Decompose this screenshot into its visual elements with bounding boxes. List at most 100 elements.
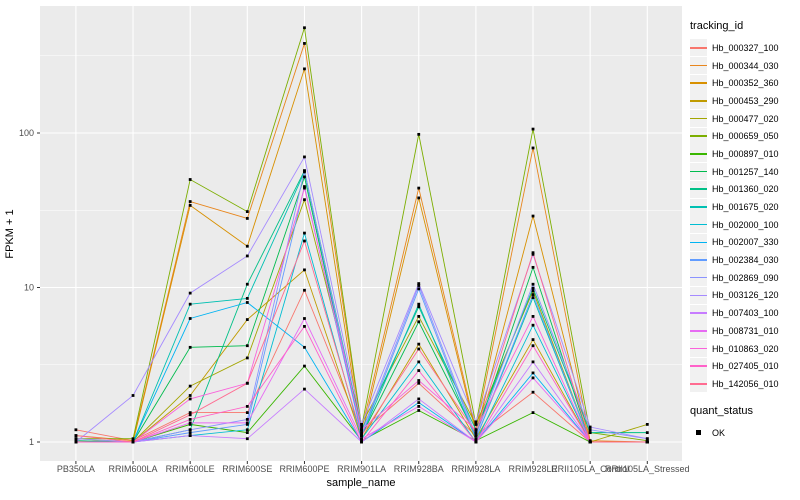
data-point — [245, 437, 249, 441]
data-point — [303, 288, 306, 292]
x-tick-label: RRIM928LE — [509, 464, 558, 474]
data-point — [360, 422, 363, 426]
data-point — [417, 369, 421, 372]
data-point — [188, 431, 192, 435]
legend-key-line-icon — [690, 375, 707, 393]
data-point — [74, 428, 78, 432]
data-point — [531, 360, 535, 364]
data-point — [245, 297, 249, 300]
data-point — [417, 342, 421, 346]
data-point — [188, 428, 192, 432]
x-axis-title: sample_name — [326, 477, 395, 489]
data-point — [474, 437, 478, 441]
data-point — [531, 390, 535, 394]
data-point — [188, 317, 192, 320]
data-point — [417, 360, 421, 364]
x-tick-label: RRIM600LA — [109, 464, 158, 474]
legend-item-label: Hb_000659_050 — [712, 131, 779, 142]
legend-key-line-icon — [690, 216, 707, 234]
data-point — [417, 196, 421, 200]
data-point — [474, 422, 478, 426]
legend-item: Hb_142056_010 — [690, 375, 798, 393]
data-point — [188, 302, 192, 306]
data-point — [531, 127, 535, 131]
data-point — [245, 422, 249, 426]
legend-item: Hb_000327_100 — [690, 39, 798, 57]
legend: tracking_id Hb_000327_100 Hb_000344_030 Hb… — [690, 20, 798, 441]
data-point — [188, 421, 192, 425]
legend-title-tracking-id: tracking_id — [690, 20, 744, 32]
data-point — [303, 387, 306, 391]
data-point — [531, 376, 535, 380]
data-point — [245, 411, 249, 414]
ok-square-icon — [690, 424, 707, 441]
data-point — [245, 244, 249, 248]
x-tick-label: RRIM928BA — [394, 464, 444, 474]
data-point — [417, 302, 421, 306]
legend-item-label: Hb_142056_010 — [712, 378, 779, 389]
data-point — [303, 239, 306, 243]
legend-item: Hb_001360_020 — [690, 180, 798, 199]
legend-item: Hb_001675_020 — [690, 198, 798, 216]
data-point — [360, 434, 363, 438]
data-point — [245, 210, 249, 213]
data-point — [303, 317, 306, 320]
x-tick-label: RRIM600PE — [279, 464, 329, 474]
data-point — [531, 251, 535, 255]
data-point — [531, 286, 535, 290]
x-tick-label: RRIM600SE — [222, 464, 272, 474]
data-point — [188, 345, 192, 349]
data-point — [588, 431, 592, 435]
data-point — [531, 146, 535, 150]
data-point — [360, 437, 363, 441]
data-point — [303, 175, 306, 179]
legend-item: Hb_002384_030 — [690, 251, 798, 269]
legend-key-line-icon — [690, 322, 707, 340]
data-point — [303, 325, 306, 328]
data-point — [245, 404, 249, 408]
legend-item-label: Hb_002007_330 — [712, 237, 779, 248]
legend-item: Hb_002007_330 — [690, 233, 798, 252]
data-point — [531, 315, 535, 318]
data-point — [417, 404, 421, 408]
legend-item: Hb_000897_010 — [690, 145, 798, 163]
data-point — [417, 315, 421, 318]
data-point — [245, 431, 249, 435]
data-point — [531, 265, 535, 269]
data-point — [245, 356, 249, 360]
data-point — [531, 293, 535, 296]
data-point — [474, 440, 478, 444]
data-point — [245, 418, 249, 421]
data-point — [303, 186, 306, 190]
legend-item: Hb_000453_290 — [690, 92, 798, 110]
data-point — [474, 434, 478, 438]
data-point — [245, 344, 249, 348]
legend-title-quant-status: quant_status — [690, 404, 753, 417]
data-point — [417, 132, 421, 136]
legend-item-ok: OK — [690, 424, 798, 442]
data-point — [645, 431, 649, 435]
data-point — [303, 155, 306, 159]
panel-background — [40, 6, 682, 461]
legend-key-line-icon — [690, 57, 707, 75]
data-point — [131, 440, 135, 444]
legend-key-line-icon — [690, 163, 707, 181]
x-tick-label: RRIM600LE — [166, 464, 215, 474]
data-point — [245, 381, 249, 385]
data-point — [188, 422, 192, 426]
data-point — [531, 344, 535, 348]
data-point — [74, 437, 78, 441]
data-point — [531, 323, 535, 327]
data-point — [303, 26, 306, 30]
data-point — [417, 379, 421, 382]
legend-item: Hb_027405_010 — [690, 357, 798, 375]
legend-item-label: Hb_002869_090 — [712, 272, 779, 283]
legend-item: Hb_008731_010 — [690, 322, 798, 340]
data-point — [417, 409, 421, 412]
legend-key-line-icon — [690, 304, 707, 322]
data-point — [531, 411, 535, 414]
legend-key-line-icon — [690, 269, 707, 287]
y-tick-label: 1 — [29, 437, 34, 447]
data-point — [245, 282, 249, 286]
data-point — [417, 347, 421, 351]
